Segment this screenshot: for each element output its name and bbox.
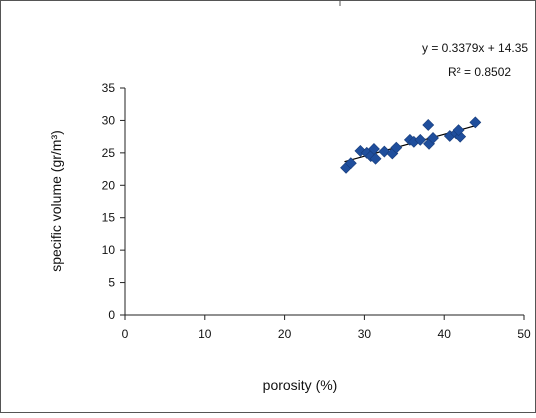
y-tick-label: 30 <box>102 113 116 127</box>
equation-label: y = 0.3379x + 14.35 <box>422 41 528 55</box>
data-point <box>378 145 391 158</box>
data-point <box>427 132 439 144</box>
y-axis-label: specific volume (gr/m³) <box>48 130 64 272</box>
x-tick-label: 30 <box>358 327 372 341</box>
x-tick-label: 40 <box>438 327 452 341</box>
data-point <box>344 157 357 170</box>
y-tick-label: 25 <box>102 146 116 160</box>
data-point <box>452 124 465 137</box>
y-tick-label: 35 <box>102 81 116 95</box>
r2-label: R² = 0.8502 <box>448 65 511 79</box>
data-points <box>340 116 482 174</box>
data-point <box>422 119 435 131</box>
x-axis-label: porosity (%) <box>263 377 338 393</box>
y-tick-label: 15 <box>102 211 116 225</box>
x-tick-label: 20 <box>278 327 292 341</box>
data-point <box>414 133 427 146</box>
x-tick-label: 50 <box>517 327 531 341</box>
data-point <box>369 152 382 165</box>
y-tick-label: 20 <box>102 178 116 192</box>
y-tick-label: 10 <box>102 243 116 257</box>
data-point <box>469 116 482 129</box>
data-point <box>390 141 403 154</box>
y-tick-label: 5 <box>108 276 115 290</box>
axes: 0 5 10 15 20 25 30 35 0 10 20 30 40 50 <box>102 81 531 341</box>
y-tick-label: 0 <box>108 308 115 322</box>
x-tick-label: 0 <box>122 327 129 341</box>
x-tick-label: 10 <box>198 327 212 341</box>
